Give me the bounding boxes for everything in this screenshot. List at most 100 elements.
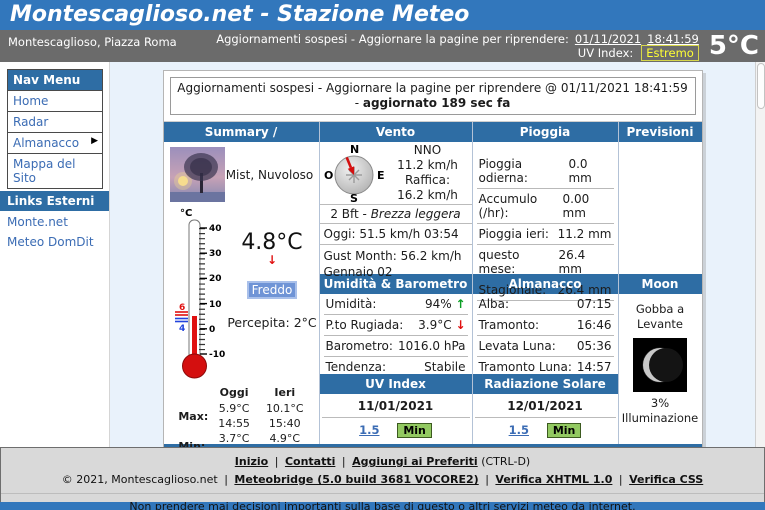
external-link-monte-net[interactable]: Monte.net [7,215,68,229]
footer-link-inizio[interactable]: Inizio [234,455,269,468]
forecast-body [619,142,702,274]
svg-text:°C: °C [180,208,192,219]
copyright: © 2021, Montescaglioso.net [61,473,218,486]
site-title: Montescaglioso.net - Stazione Meteo [0,0,765,30]
bottom-strip [0,502,765,510]
sidebar-item-almanacco[interactable]: Almanacco ▶ [8,132,102,153]
uv-date: 11/01/2021 [321,394,470,418]
current-temperature: 4.8°C [241,230,303,255]
wind-gust-label: Raffica: [404,173,451,187]
moon-section-header: Moon [618,274,702,294]
svg-text:-10: -10 [209,350,225,360]
solar-value-link[interactable]: 1.5 [508,423,529,437]
date-link[interactable]: 01/11/2021 [574,32,642,46]
humidity-trend-up-icon: ↑ [455,297,466,311]
wind-today-max: Oggi: 51.5 km/h 03:54 [319,223,472,244]
sidebar-item-mappa-del-sito[interactable]: Mappa del Sito [8,153,102,188]
forecast-column: Previsioni Moon Gobba a Levante 3% Illum… [618,122,702,444]
wind-speed: 11.2 km/h [397,158,458,172]
info-bar: Montescaglioso, Piazza Roma Aggiornament… [0,30,765,62]
rain-rows: Pioggia odierna: 0.0 mm Accumulo (/hr): 0.… [473,142,618,301]
external-link-meteo-domdit[interactable]: Meteo DomDit [7,235,94,249]
solar-body: 12/01/2021 1.5 Min [473,394,618,444]
col-yesterday: Ieri [274,386,296,399]
svg-text:20: 20 [209,274,222,284]
summary-column: Summary / Temperatura [163,122,320,447]
uv-index-label: UV Index: [577,46,634,60]
humidity-section-header: Umidità & Barometro [319,274,472,294]
svg-text:N: N [350,143,359,156]
minmax-table: Oggi Ieri Max: 5.9°C 10.1°C 14:55 15:40 [170,384,311,447]
footer: Inizio | Contatti | Aggiungi ai Preferit… [0,447,765,510]
uv-body: 11/01/2021 1.5 Min [320,394,472,444]
feels-like: Percepita: 2°C [227,315,317,330]
weather-panel: Aggiornamenti sospesi - Aggiornare la pa… [162,70,703,447]
main-area: Aggiornamenti sospesi - Aggiornare la pa… [110,62,755,447]
beaufort-row: 2 Bft - Brezza leggera [319,204,472,223]
humidity-rows: Umidità: 94% ↑ P.to Rugiada: 3.9°C ↓ Bar… [320,294,472,374]
weather-table: Summary / Temperatura [163,121,702,447]
svg-text:O: O [324,169,333,182]
update-status-box: Aggiornamenti sospesi - Aggiornare la pa… [169,77,696,115]
moon-illumination-label: Illuminazione [621,411,699,425]
wind-column: Vento [319,122,473,444]
current-temp-header: 5°C [708,31,759,61]
sidebar: Nav Menu Home Radar Almanacco ▶ Mappa del… [0,62,110,447]
summary-section-header: Summary / Temperatura [163,122,319,159]
submenu-arrow-icon: ▶ [91,136,98,146]
nav-menu-title: Nav Menu [8,70,102,90]
svg-text:E: E [377,169,385,182]
nav-menu: Nav Menu Home Radar Almanacco ▶ Mappa del… [7,69,103,189]
wind-direction: NNO [413,143,442,157]
footer-link-contatti[interactable]: Contatti [284,455,336,468]
time-link[interactable]: 18:41:59 [647,32,699,46]
solar-min-button[interactable]: Min [546,423,582,438]
scrollbar[interactable] [755,62,765,447]
scrollbar-thumb[interactable] [756,63,765,109]
min-marker-value: 4 [179,324,185,334]
external-links-title: Links Esterni [0,191,109,211]
col-today: Oggi [219,386,249,399]
moon-phase: Gobba a Levante [635,302,685,331]
uv-index-badge: Estremo [641,45,699,61]
footer-link-meteobridge[interactable]: Meteobridge (5.0 build 3681 VOCORE2) [234,473,479,486]
disclaimer: Non prendere mai decisioni importanti su… [1,493,764,510]
ctrl-hint: (CTRL-D) [481,455,531,468]
wind-compass: N S O E [324,143,385,204]
svg-text:S: S [350,192,358,204]
body-area: Nav Menu Home Radar Almanacco ▶ Mappa del… [0,62,765,447]
solar-date: 12/01/2021 [474,394,616,418]
uv-value-link[interactable]: 1.5 [359,423,380,437]
uv-section-header: UV Index [319,374,472,394]
wind-gust: 16.2 km/h [397,188,458,202]
svg-text:10: 10 [209,300,222,310]
footer-links-row: Inizio | Contatti | Aggiungi ai Preferit… [234,455,531,468]
moon-illumination: 3% [650,396,670,410]
condition-text: Mist, Nuvoloso [225,167,314,182]
almanac-rows: Alba: 07:15 Tramonto: 16:46 Levata Luna: 05… [473,294,618,374]
weather-condition-image [169,147,225,202]
uv-min-button[interactable]: Min [397,423,432,438]
last-update: aggiornato 189 sec fa [362,96,511,110]
solar-section-header: Radiazione Solare [472,374,618,394]
footer-copyright-row: © 2021, Montescaglioso.net | Meteobridge… [61,473,704,486]
rain-section-header: Pioggia [472,122,618,142]
moon-image [633,338,687,392]
dewpoint-trend-down-icon: ↓ [455,318,466,332]
station-location: Montescaglioso, Piazza Roma [8,35,177,49]
temperature-feel-badge: Freddo [246,281,298,299]
thermometer-gauge: °C 40 [174,208,225,379]
temperature-trend-icon: ↓ [266,253,278,267]
sidebar-item-home[interactable]: Home [8,90,102,111]
svg-text:40: 40 [209,224,222,234]
sidebar-item-radar[interactable]: Radar [8,111,102,132]
footer-link-preferiti[interactable]: Aggiungi ai Preferiti [352,455,478,468]
footer-link-verifica-css[interactable]: Verifica CSS [629,473,704,486]
update-status: Aggiornamenti sospesi - Aggiornare la pa… [216,32,569,46]
footer-link-verifica-xhtml[interactable]: Verifica XHTML 1.0 [495,473,613,486]
max-marker-value: 6 [179,303,185,313]
wind-section-header: Vento [319,122,472,142]
moon-body: Gobba a Levante 3% Illuminazione [619,294,702,444]
rain-column: Pioggia Pioggia odierna: 0.0 mm Accumulo … [472,122,619,444]
svg-text:30: 30 [209,249,222,259]
